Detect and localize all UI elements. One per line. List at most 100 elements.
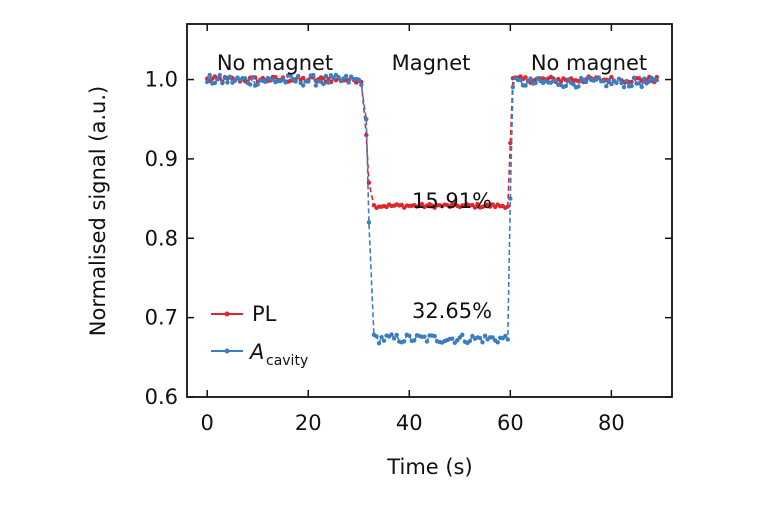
data-point-pl bbox=[558, 79, 564, 84]
data-point-acavity bbox=[295, 73, 301, 79]
data-point-acavity bbox=[616, 76, 622, 82]
data-point-acavity bbox=[407, 333, 412, 338]
data-point-acavity bbox=[336, 75, 341, 80]
data-point-acavity bbox=[359, 82, 364, 88]
legend: PL A cavity bbox=[211, 302, 308, 369]
data-point-acavity bbox=[508, 196, 513, 201]
series-acavity bbox=[205, 72, 659, 346]
data-point-acavity bbox=[535, 76, 541, 81]
data-point-acavity bbox=[510, 84, 516, 90]
data-point-acavity bbox=[379, 335, 384, 340]
data-point-acavity bbox=[225, 80, 230, 85]
data-point-pl bbox=[523, 75, 528, 80]
y-tick-label: 1.0 bbox=[145, 68, 178, 92]
data-point-acavity bbox=[412, 338, 417, 343]
x-axis-label: Time (s) bbox=[386, 455, 472, 479]
data-point-acavity bbox=[394, 332, 399, 338]
legend-label-acavity: A bbox=[248, 340, 264, 364]
data-point-acavity bbox=[263, 79, 268, 85]
data-point-acavity bbox=[490, 335, 495, 340]
x-tick-label: 40 bbox=[396, 411, 423, 435]
data-point-acavity bbox=[220, 80, 225, 86]
data-point-acavity bbox=[503, 333, 508, 339]
data-point-acavity bbox=[629, 83, 634, 89]
data-point-acavity bbox=[205, 79, 210, 85]
data-point-acavity bbox=[624, 78, 629, 84]
data-point-pl bbox=[419, 201, 425, 207]
data-point-acavity bbox=[533, 80, 538, 86]
data-point-acavity bbox=[432, 333, 437, 339]
series-layer bbox=[205, 72, 659, 346]
data-point-acavity bbox=[642, 76, 647, 81]
data-point-acavity bbox=[248, 82, 253, 87]
data-point-acavity bbox=[207, 72, 212, 78]
data-point-acavity bbox=[518, 77, 523, 83]
data-point-acavity bbox=[215, 77, 220, 82]
legend-marker-acavity bbox=[224, 348, 230, 354]
data-point-acavity bbox=[250, 75, 255, 80]
data-point-acavity bbox=[455, 338, 460, 343]
data-point-acavity bbox=[293, 79, 298, 84]
data-point-acavity bbox=[323, 73, 329, 79]
data-point-acavity bbox=[222, 75, 228, 81]
data-point-acavity bbox=[482, 333, 488, 338]
tick-labels: 0 20 40 60 80 0.6 0.7 0.8 0.9 1.0 bbox=[145, 68, 625, 435]
data-point-acavity bbox=[422, 334, 427, 339]
data-point-acavity bbox=[391, 336, 397, 341]
y-tick-label: 0.9 bbox=[145, 147, 178, 171]
region-label-no-magnet-left: No magnet bbox=[217, 51, 333, 75]
data-point-acavity bbox=[255, 82, 260, 87]
data-point-acavity bbox=[402, 339, 407, 344]
x-tick-label: 80 bbox=[598, 411, 625, 435]
data-point-pl bbox=[475, 201, 480, 207]
data-point-acavity bbox=[583, 79, 589, 85]
data-point-acavity bbox=[480, 340, 485, 345]
data-point-acavity bbox=[647, 79, 652, 84]
data-point-acavity bbox=[326, 80, 331, 85]
data-point-acavity bbox=[313, 83, 318, 88]
data-point-acavity bbox=[366, 220, 372, 225]
data-point-acavity bbox=[505, 337, 510, 342]
data-point-acavity bbox=[596, 75, 601, 81]
data-point-pl bbox=[301, 75, 306, 81]
data-point-acavity bbox=[280, 77, 286, 82]
data-point-acavity bbox=[288, 73, 293, 78]
data-point-acavity bbox=[604, 84, 609, 89]
data-point-acavity bbox=[374, 334, 379, 339]
data-point-acavity bbox=[331, 75, 336, 81]
data-point-acavity bbox=[376, 341, 382, 346]
data-point-acavity bbox=[619, 80, 624, 86]
data-point-acavity bbox=[389, 332, 394, 337]
data-point-acavity bbox=[553, 78, 558, 83]
data-point-acavity bbox=[631, 75, 637, 81]
data-point-acavity bbox=[601, 78, 606, 84]
data-point-acavity bbox=[621, 85, 627, 90]
y-axis-label: Normalised signal (a.u.) bbox=[86, 86, 110, 336]
data-point-pl bbox=[505, 204, 510, 209]
legend-label-acavity-subscript: cavity bbox=[266, 353, 308, 369]
data-point-acavity bbox=[467, 338, 473, 344]
data-point-acavity bbox=[212, 80, 217, 86]
data-point-acavity bbox=[301, 83, 306, 88]
data-point-acavity bbox=[528, 76, 533, 81]
data-point-acavity bbox=[477, 335, 483, 341]
data-point-acavity bbox=[343, 73, 349, 79]
data-point-pl bbox=[472, 205, 478, 210]
x-tick-label: 60 bbox=[497, 411, 524, 435]
data-point-pl bbox=[609, 74, 614, 80]
legend-label-pl: PL bbox=[252, 302, 277, 326]
data-point-acavity bbox=[654, 77, 659, 83]
plot-frame bbox=[186, 23, 673, 398]
data-point-acavity bbox=[311, 72, 316, 78]
data-point-acavity bbox=[283, 80, 288, 85]
annotation-acavity-drop: 32.65% bbox=[412, 299, 492, 323]
data-point-acavity bbox=[217, 72, 222, 78]
y-tick-label: 0.7 bbox=[145, 306, 178, 330]
data-point-acavity bbox=[227, 74, 233, 80]
data-point-acavity bbox=[576, 84, 581, 89]
data-point-acavity bbox=[566, 77, 571, 82]
annotation-pl-drop: 15.91% bbox=[412, 189, 492, 213]
data-point-acavity bbox=[523, 83, 528, 88]
region-label-magnet: Magnet bbox=[392, 51, 471, 75]
data-point-acavity bbox=[637, 81, 642, 86]
